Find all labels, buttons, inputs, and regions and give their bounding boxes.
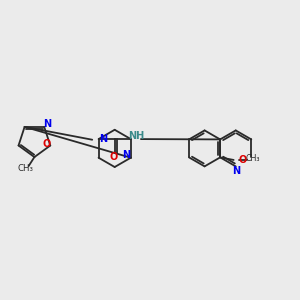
- Text: CH₃: CH₃: [17, 164, 33, 173]
- Text: N: N: [232, 166, 240, 176]
- Text: NH: NH: [128, 130, 144, 141]
- Text: N: N: [123, 150, 131, 160]
- Text: N: N: [43, 118, 51, 129]
- Text: N: N: [99, 134, 107, 144]
- Text: O: O: [42, 139, 51, 149]
- Text: O: O: [110, 152, 118, 162]
- Text: O: O: [238, 155, 246, 165]
- Text: CH₃: CH₃: [245, 154, 260, 163]
